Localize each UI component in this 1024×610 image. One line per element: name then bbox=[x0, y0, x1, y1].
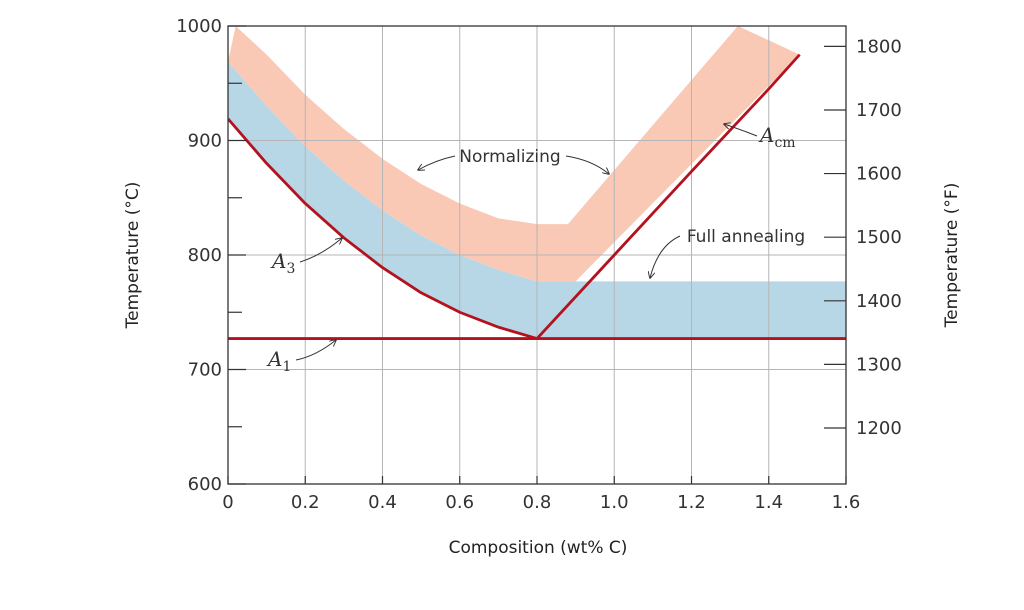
label-a1: A1 bbox=[266, 340, 336, 375]
y-tick-label-right: 1200 bbox=[856, 418, 902, 439]
region-normalizing bbox=[228, 26, 800, 282]
y-tick-label-left: 700 bbox=[188, 360, 222, 381]
y-axis-title-left: Temperature (°C) bbox=[123, 182, 143, 330]
annotation-normalizing: Normalizing bbox=[418, 147, 609, 174]
y-tick-label-right: 1800 bbox=[856, 36, 902, 57]
grid bbox=[228, 26, 846, 484]
svg-text:Full annealing: Full annealing bbox=[687, 227, 805, 247]
x-tick-label: 1.6 bbox=[832, 492, 861, 513]
svg-text:Acm: Acm bbox=[758, 123, 796, 151]
x-tick-label: 1.4 bbox=[754, 492, 783, 513]
label-a3: A3 bbox=[270, 238, 342, 277]
y-tick-label-left: 1000 bbox=[176, 16, 222, 37]
line-a3 bbox=[228, 117, 538, 340]
y-tick-label-right: 1700 bbox=[856, 100, 902, 121]
y-tick-label-right: 1300 bbox=[856, 354, 902, 375]
svg-text:A3: A3 bbox=[270, 249, 295, 277]
phase-boundaries bbox=[228, 53, 846, 340]
x-tick-label: 0.2 bbox=[291, 492, 320, 513]
line-acm bbox=[535, 53, 801, 340]
axes bbox=[227, 25, 847, 485]
x-tick-label: 1.2 bbox=[677, 492, 706, 513]
x-axis-title: Composition (wt% C) bbox=[449, 538, 628, 558]
y-tick-label-right: 1500 bbox=[856, 227, 902, 248]
x-tick-label: 0 bbox=[222, 492, 233, 513]
y-tick-label-right: 1600 bbox=[856, 164, 902, 185]
svg-text:Normalizing: Normalizing bbox=[459, 147, 560, 167]
y-tick-label-left: 600 bbox=[188, 474, 222, 495]
x-tick-label: 0.4 bbox=[368, 492, 397, 513]
x-tick-label: 1.0 bbox=[600, 492, 629, 513]
y-tick-label-right: 1400 bbox=[856, 291, 902, 312]
label-acm: Acm bbox=[724, 123, 796, 151]
svg-text:A1: A1 bbox=[266, 347, 291, 375]
y-axis-title-right: Temperature (°F) bbox=[942, 183, 962, 329]
y-tick-label-left: 900 bbox=[188, 131, 222, 152]
y-tick-label-left: 800 bbox=[188, 245, 222, 266]
annotation-full-annealing: Full annealing bbox=[650, 227, 805, 278]
tick-labels: 0 0.2 0.4 0.6 0.8 1.0 1.2 1.4 1.6 600 700 800 900 100… bbox=[176, 16, 902, 513]
x-tick-label: 0.6 bbox=[445, 492, 474, 513]
x-tick-label: 0.8 bbox=[523, 492, 552, 513]
